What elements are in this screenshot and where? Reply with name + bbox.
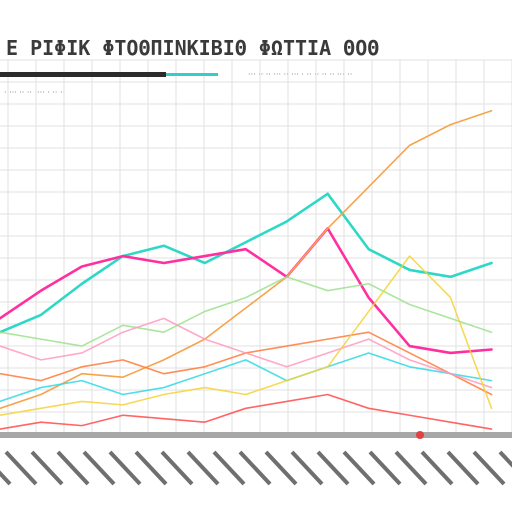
header-bar-accent (166, 73, 218, 76)
hatch-stripe (82, 450, 116, 486)
series-lines (0, 109, 493, 430)
hatch-stripe (108, 450, 142, 486)
hatch-stripe (212, 450, 246, 486)
series-line-9 (0, 393, 493, 430)
series-line-3 (0, 109, 493, 410)
hatch-stripe (394, 450, 428, 486)
hatch-stripe (0, 470, 12, 486)
chart-subtitle-right: ··· ·· ·· ··· ·· ··· · ·· ·· ·· ·· ··· ·… (248, 70, 353, 79)
hatch-stripe (290, 450, 324, 486)
hatch-stripe (238, 450, 272, 486)
series-line-6 (0, 352, 493, 403)
hatch-stripe (368, 450, 402, 486)
hatch-stripe (264, 450, 298, 486)
chart-title: Ε ΡΙΦΙΚ ΦΤΟΘΠΙΝΚΙΒΙΘ ΦΩΤΤΙΑ ΘΟΘ (6, 36, 380, 60)
hatch-stripe (498, 450, 512, 468)
series-line-5 (0, 276, 493, 347)
hatch-stripe (446, 450, 480, 486)
hatch-band (0, 450, 512, 486)
x-axis-bar (0, 432, 512, 438)
hatch-stripe (316, 450, 350, 486)
axes (0, 72, 512, 439)
header-bar-dark (0, 72, 166, 77)
series-line-7 (0, 317, 493, 389)
series-line-2 (0, 227, 493, 355)
hatch-stripe (56, 450, 90, 486)
hatch-stripe (160, 450, 194, 486)
hatch-stripe (186, 450, 220, 486)
hatch-stripe (4, 450, 38, 486)
hatch-stripe (472, 450, 506, 486)
chart-subtitle-left: · ··· ·· ·· ···· · ·· ·· (4, 88, 66, 97)
axis-marker (416, 431, 424, 439)
hatch-stripe (342, 450, 376, 486)
hatch-stripe (30, 450, 64, 486)
hatch-stripe (134, 450, 168, 486)
series-line-1 (0, 192, 493, 334)
series-line-8 (0, 255, 493, 417)
grid (0, 59, 512, 436)
hatch-stripe (420, 450, 454, 486)
